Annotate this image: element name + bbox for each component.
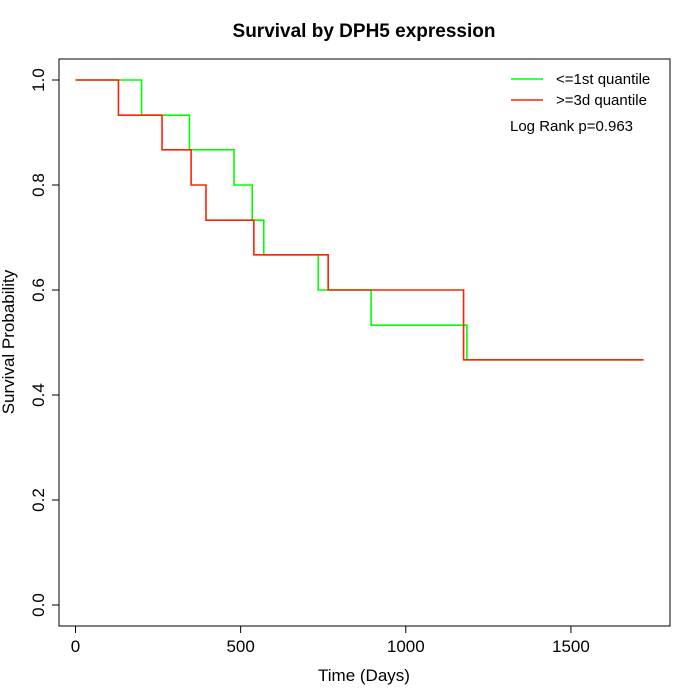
km-curve-series-2 [75, 79, 644, 361]
series-layer [75, 79, 644, 361]
x-tick-label: 1500 [552, 637, 590, 656]
y-tick-label: 0.0 [29, 593, 48, 617]
legend-label: <=1st quantile [556, 71, 650, 88]
x-tick-label: 0 [71, 637, 80, 656]
log-rank-annotation: Log Rank p=0.963 [510, 118, 633, 135]
y-tick-label: 0.6 [29, 278, 48, 302]
y-tick-label: 0.4 [29, 383, 48, 407]
x-axis-label: Time (Days) [318, 666, 410, 685]
x-axis: 0 500 1000 1500 [71, 626, 590, 656]
y-axis-label: Survival Probability [0, 269, 18, 414]
plot-frame [58, 58, 671, 627]
chart-title: Survival by DPH5 expression [233, 21, 496, 42]
x-tick-label: 1000 [387, 637, 425, 656]
x-tick-label: 500 [226, 637, 254, 656]
legend: <=1st quantile >=3d quantile [511, 71, 650, 109]
y-tick-label: 1.0 [29, 68, 48, 92]
legend-label: >=3d quantile [556, 92, 647, 109]
km-curve-series-1 [75, 79, 644, 361]
y-tick-label: 0.8 [29, 173, 48, 197]
y-tick-label: 0.2 [29, 488, 48, 512]
y-axis: 0.0 0.2 0.4 0.6 0.8 1.0 [29, 68, 59, 617]
